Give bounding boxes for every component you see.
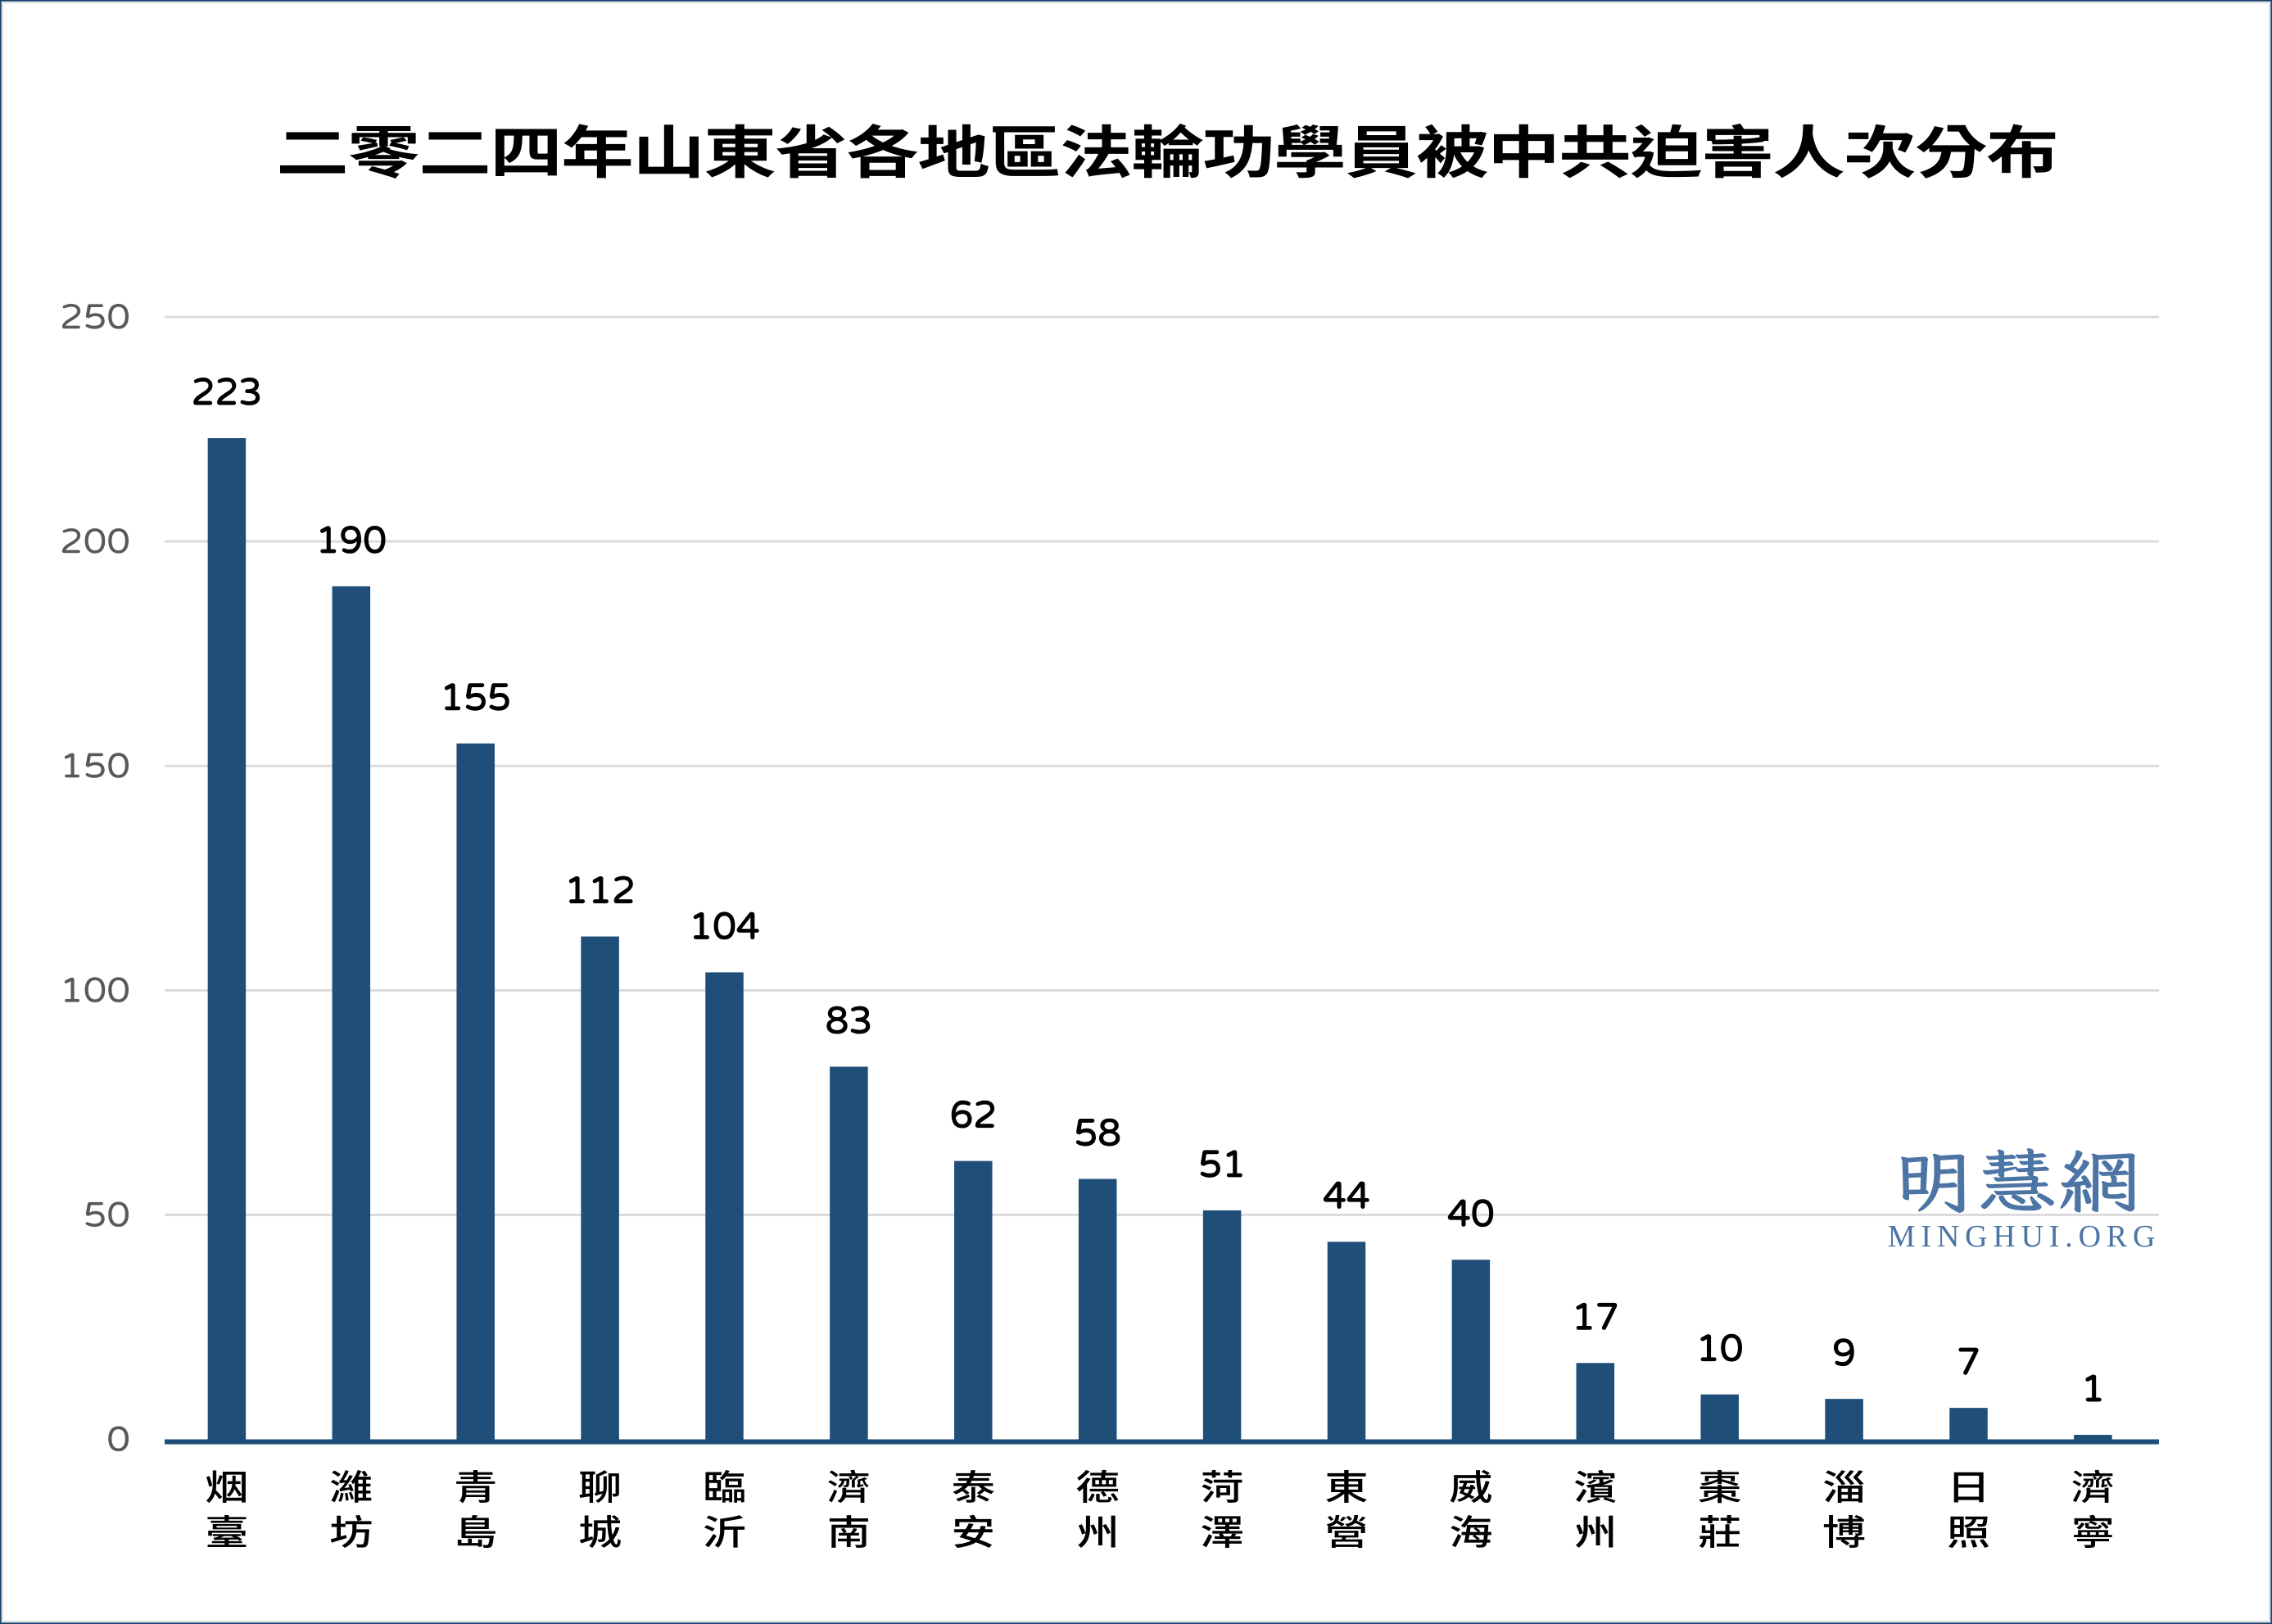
svg-text:MINGHUI.ORG: MINGHUI.ORG [1888, 1219, 2161, 1254]
